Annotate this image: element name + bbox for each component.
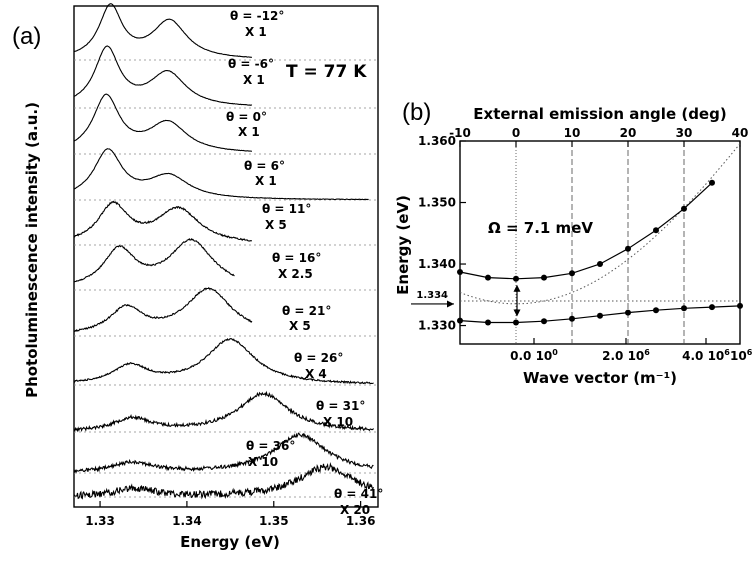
spectrum-curve (73, 286, 253, 333)
panel-a-x-tick-label: 1.35 (259, 514, 289, 528)
theta-label: θ = 0° (226, 110, 267, 124)
upper-polariton-point (457, 269, 463, 275)
theta-label: θ = 21° (282, 304, 331, 318)
theta-label: θ = -12° (230, 9, 284, 23)
scale-label: X 1 (245, 25, 267, 39)
lower-polariton-point (625, 309, 631, 316)
spectrum-curve (74, 237, 235, 283)
exciton-energy-arrow-head (447, 300, 454, 308)
panel-b-bottom-tick-label: 4.0 106 (682, 348, 730, 363)
panel-b-frame (459, 140, 741, 345)
spectrum-curve (73, 45, 253, 106)
upper-polariton-point (541, 274, 547, 281)
panel-b-bottom-last-label: 106 (730, 348, 752, 363)
upper-polariton-point (709, 179, 715, 186)
panel-b-letter: (b) (402, 99, 431, 126)
panel-a-ylabel: Photoluminescence intensity (a.u.) (23, 102, 41, 398)
panel-a-x-tick-label: 1.36 (346, 514, 376, 528)
panel-b: (b) External emission angle (deg) -10 0 10… (394, 99, 752, 387)
scale-label: X 10 (323, 415, 353, 429)
theta-label: θ = 31° (316, 399, 365, 413)
theta-label: θ = -6° (228, 57, 274, 71)
lower-polariton-point (597, 312, 603, 319)
panel-a-xlabel: Energy (eV) (180, 533, 280, 551)
uncoupled-cavity-curve (459, 143, 741, 305)
lower-polariton-point (569, 315, 575, 322)
lower-polariton-point (681, 305, 687, 312)
scale-label: X 5 (265, 218, 287, 232)
theta-label: θ = 6° (244, 159, 285, 173)
panel-b-curves (457, 143, 743, 326)
panel-b-xlabel: Wave vector (m⁻¹) (523, 369, 677, 387)
theta-label: θ = 16° (272, 251, 321, 265)
panel-b-top-tick-label: 40 (732, 126, 749, 140)
spectrum-curve (73, 432, 374, 474)
spectrum-curve (73, 148, 369, 201)
theta-label: θ = 11° (262, 202, 311, 216)
scale-label: X 10 (248, 455, 278, 469)
panel-a-frame (73, 5, 379, 508)
spectrum-curve (73, 93, 252, 152)
panel-b-ticks: -10 0 10 20 30 40 1.360 1.350 1.340 1.330 1.334 0.0… (411, 126, 752, 363)
spectrum-curve (73, 200, 253, 242)
panel-b-bottom-tick-label: 0.0 100 (510, 348, 558, 363)
splitting-arrow-head-down (513, 309, 521, 317)
scale-label: X 1 (243, 73, 265, 87)
panel-b-top-tick-label: 30 (676, 126, 693, 140)
upper-polariton-point (513, 275, 519, 282)
scale-label: X 1 (255, 174, 277, 188)
lower-polariton-point (513, 319, 519, 326)
panel-a-x-tick-label: 1.33 (85, 514, 115, 528)
scale-label: X 1 (238, 125, 260, 139)
panel-b-top-tick-label: 0 (512, 126, 520, 140)
panel-b-y-tick-label: 1.340 (418, 257, 456, 271)
splitting-arrow-head-up (513, 284, 521, 292)
temperature-label: T = 77 K (286, 62, 367, 82)
panel-b-bottom-tick-label: 2.0 106 (602, 348, 650, 363)
panel-a-spectra: θ = -12°X 1θ = -6°X 1θ = 0°X 1θ = 6°X 1θ… (73, 3, 383, 517)
upper-polariton-point (625, 245, 631, 252)
panel-b-title: External emission angle (deg) (473, 105, 726, 123)
rabi-splitting-label: Ω = 7.1 meV (488, 219, 593, 237)
panel-b-y-tick-label: 1.350 (418, 196, 456, 210)
theta-label: θ = 36° (246, 439, 295, 453)
panel-a-x-tick-label: 1.34 (172, 514, 202, 528)
lower-polariton-point (485, 319, 491, 326)
panel-b-gridlines (515, 141, 685, 344)
lower-polariton-point (457, 317, 463, 324)
panel-b-y-tick-label: 1.360 (418, 134, 456, 148)
scale-label: X 4 (305, 367, 327, 381)
scale-label: X 20 (340, 503, 370, 517)
spectrum-curve (73, 3, 252, 58)
panel-b-top-tick-label: 10 (564, 126, 581, 140)
panel-b-top-tick-label: -10 (449, 126, 471, 140)
scale-label: X 2.5 (278, 267, 313, 281)
panel-b-top-tick-label: 20 (620, 126, 637, 140)
spectrum-curve (73, 461, 374, 500)
panel-a-x-ticks: 1.33 1.34 1.35 1.36 (85, 501, 375, 528)
panel-a-letter: (a) (12, 23, 41, 50)
lower-polariton-point (737, 302, 743, 309)
upper-polariton-point (653, 227, 659, 234)
panel-b-ylabel: Energy (eV) (394, 195, 412, 295)
upper-polariton-point (597, 261, 603, 267)
upper-polariton-point (569, 270, 575, 277)
upper-polariton-point (681, 205, 687, 212)
scale-label: X 5 (289, 319, 311, 333)
upper-polariton-curve (459, 182, 713, 280)
lower-polariton-point (709, 304, 715, 311)
lower-polariton-point (541, 318, 547, 325)
exciton-energy-marker-label: 1.334 (416, 290, 448, 301)
theta-label: θ = 41° (334, 487, 383, 501)
panel-b-y-tick-label: 1.330 (418, 319, 456, 333)
spectrum-curve (73, 337, 374, 385)
lower-polariton-point (653, 307, 659, 314)
spectrum-curve (73, 390, 374, 433)
upper-polariton-point (485, 274, 491, 281)
theta-label: θ = 26° (294, 351, 343, 365)
panel-a: (a) 1.33 1.34 1.35 1.36 θ = -12° X 1 θ = -6° X… (12, 3, 383, 551)
